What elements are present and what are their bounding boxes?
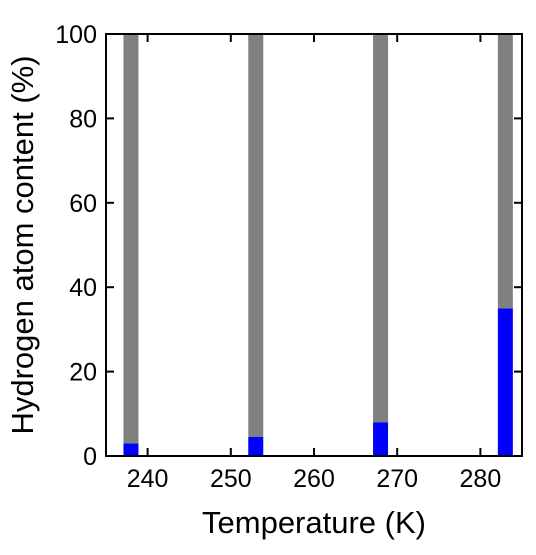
bar-segment-0-238: [123, 443, 139, 456]
x-tick-label-250: 250: [210, 465, 252, 493]
x-axis-label: Temperature (K): [202, 505, 426, 540]
y-tick-label-60: 60: [69, 190, 97, 218]
y-tick-label-100: 100: [55, 21, 97, 49]
plot-frame: [105, 33, 523, 457]
bar-segment-1-268: [373, 34, 389, 423]
bar-segment-1-238: [123, 34, 139, 444]
x-tick-label-270: 270: [376, 465, 418, 493]
y-tick-label-80: 80: [69, 105, 97, 133]
bar-segment-1-253: [248, 34, 264, 438]
y-axis-label: Hydrogen atom content (%): [5, 55, 40, 434]
bar-segment-0-283: [497, 308, 513, 456]
x-tick-label-260: 260: [293, 465, 335, 493]
x-tick-label-240: 240: [127, 465, 169, 493]
ticks-layer: 240 250 260 270 280 0 20 40 60 80 100: [55, 21, 522, 493]
bar-segment-0-253: [248, 437, 264, 456]
bar-segment-0-268: [373, 422, 389, 456]
y-tick-label-0: 0: [83, 443, 97, 471]
x-tick-label-280: 280: [460, 465, 502, 493]
y-tick-label-40: 40: [69, 274, 97, 302]
y-tick-label-20: 20: [69, 359, 97, 387]
bar-segment-1-283: [497, 34, 513, 309]
bars-layer: [123, 34, 513, 456]
